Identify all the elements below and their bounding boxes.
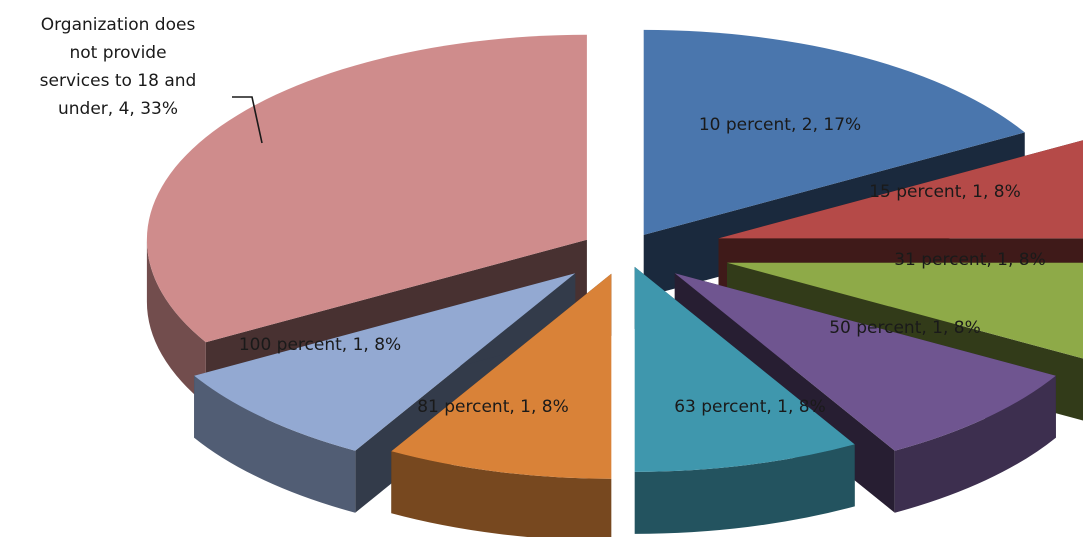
slice-rim <box>146 239 206 405</box>
slice-label: 63 percent, 1, 8% <box>674 397 826 417</box>
pie-slice-3 <box>674 273 1056 451</box>
pie-slice-1 <box>718 140 1083 239</box>
pie-slice-4 <box>634 266 855 472</box>
pie-slice-7 <box>146 34 587 343</box>
slice-rim <box>894 375 1056 513</box>
slice-label: 31 percent, 1, 8% <box>894 250 1046 270</box>
slice-rim <box>391 451 612 537</box>
slice-labels: 10 percent, 2, 17% 15 percent, 1, 8% 31 pe… <box>40 15 1046 417</box>
pie-slice-2 <box>727 262 1083 359</box>
slice-label: 50 percent, 1, 8% <box>829 318 981 338</box>
pie-slice-0 <box>643 29 1025 235</box>
slice-rim <box>634 444 855 534</box>
pie-slice-6 <box>194 273 576 451</box>
pie-slice-5 <box>391 273 612 479</box>
slice-rim <box>194 375 356 513</box>
slice-label-callout: Organization does not provide services to … <box>40 15 197 119</box>
slice-label: 81 percent, 1, 8% <box>417 397 569 417</box>
callout-leader-line <box>232 96 263 144</box>
slice-label: 15 percent, 1, 8% <box>869 182 1021 202</box>
slice-label: 10 percent, 2, 17% <box>699 115 861 135</box>
slice-tops <box>146 29 1083 479</box>
slice-label: 100 percent, 1, 8% <box>239 335 401 355</box>
